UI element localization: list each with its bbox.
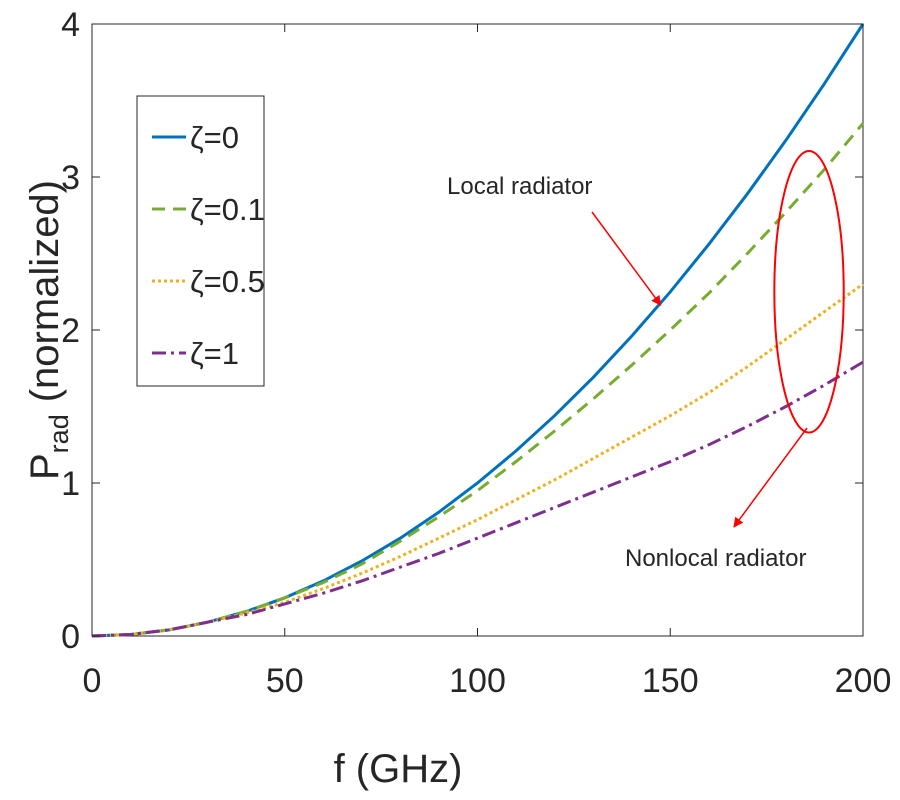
y-tick-label: 2 (61, 312, 80, 350)
y-axis-label-group: Prad (normalized) (23, 180, 74, 480)
annotation-arrow-nonlocal (733, 427, 808, 528)
annotation-arrow-local (591, 211, 662, 306)
annotation-local-radiator: Local radiator (447, 173, 592, 200)
legend-items: ζ=0 ζ=0.1 ζ=0.5 ζ=1 (152, 120, 265, 371)
tick-layer: 0 50 100 150 200 0 1 2 3 4 (61, 6, 891, 700)
annotation-nonlocal-radiator: Nonlocal radiator (625, 545, 806, 572)
legend-label-3: ζ=1 (190, 336, 239, 371)
y-tick-label: 4 (61, 6, 80, 44)
highlight-ellipse (773, 149, 845, 434)
x-tick-label: 100 (449, 662, 506, 700)
y-tick-label: 3 (61, 159, 80, 197)
x-tick-label: 200 (835, 662, 892, 700)
y-axis-label-rest: (normalized) (23, 180, 67, 402)
legend-label-1: ζ=0.1 (190, 192, 265, 227)
x-tick-label: 50 (266, 662, 304, 700)
y-axis-label-main: P (23, 453, 67, 480)
legend: ζ=0 ζ=0.1 ζ=0.5 ζ=1 (136, 95, 265, 387)
series-line-3 (91, 360, 864, 638)
y-tick-label: 1 (61, 465, 80, 503)
legend-label-2: ζ=0.5 (190, 264, 265, 299)
y-tick-label: 0 (61, 618, 80, 656)
y-axis-label-subscript: rad (44, 414, 74, 453)
legend-box (136, 95, 265, 387)
series-layer (91, 23, 865, 638)
x-tick-label: 0 (83, 662, 102, 700)
annotation-layer: Local radiator Nonlocal radiator (447, 149, 845, 572)
x-axis-label: f (GHz) (334, 747, 463, 791)
y-axis-label: Prad (normalized) (23, 180, 74, 480)
x-tick-label: 150 (642, 662, 699, 700)
legend-label-0: ζ=0 (190, 120, 239, 155)
